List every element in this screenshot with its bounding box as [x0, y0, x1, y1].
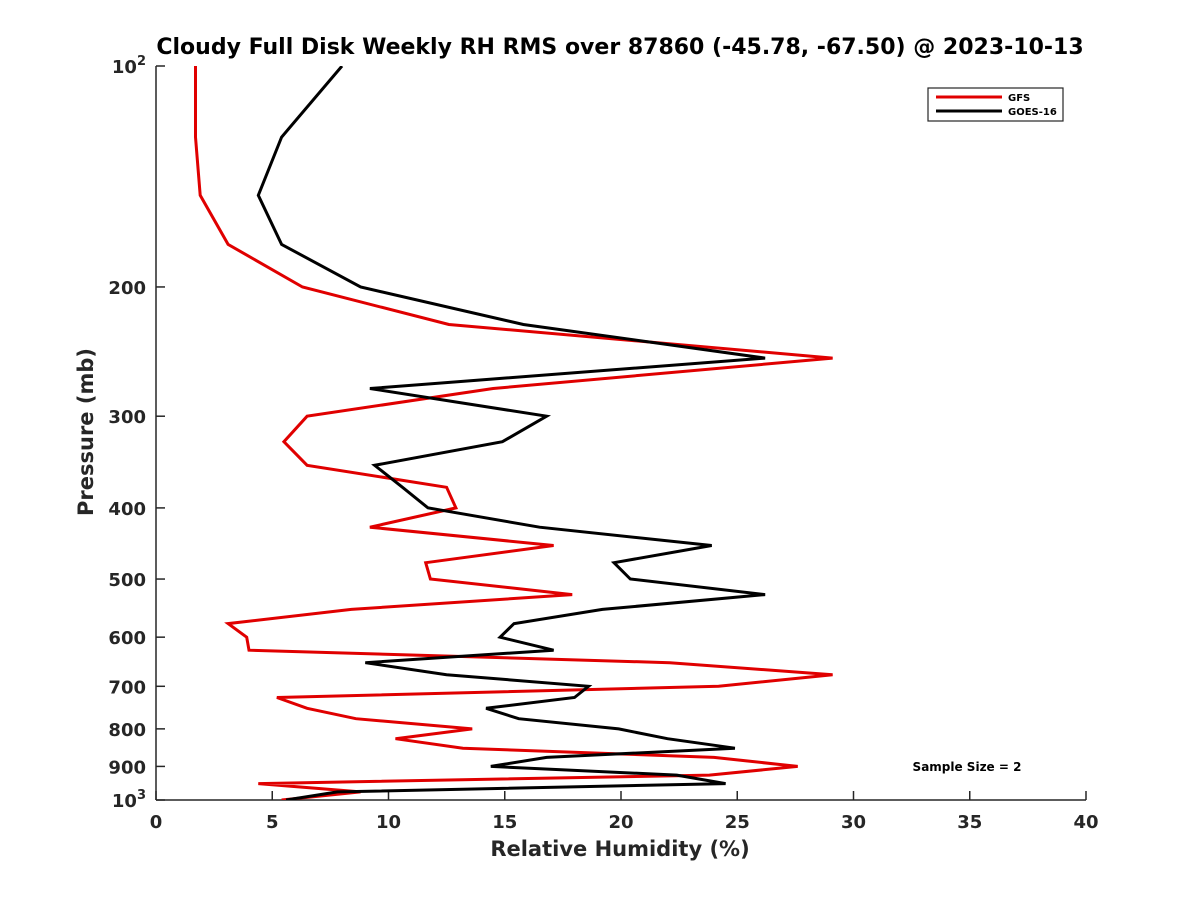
- y-tick-label: 600: [108, 628, 146, 649]
- y-tick-label: 200: [108, 278, 146, 299]
- sample-size-annotation: Sample Size = 2: [913, 760, 1022, 774]
- x-tick-label: 30: [841, 812, 866, 833]
- x-tick-label: 20: [608, 812, 633, 833]
- legend: GFS GOES-16: [927, 87, 1064, 122]
- legend-label: GOES-16: [1008, 107, 1057, 118]
- legend-label: GFS: [1008, 93, 1030, 104]
- plot-axes: 0 5 10 15 20 25 30 35 40 102 200 300 400 500 600 700 800…: [108, 54, 1098, 833]
- x-tick-label: 15: [492, 812, 517, 833]
- x-tick-label: 40: [1073, 812, 1098, 833]
- y-tick-label: 102: [112, 54, 146, 78]
- x-tick-label: 10: [376, 812, 401, 833]
- x-tick-label: 35: [957, 812, 982, 833]
- y-tick-label: 103: [112, 788, 146, 812]
- x-tick-label: 0: [150, 812, 163, 833]
- y-axis-label: Pressure (mb): [74, 348, 98, 516]
- y-tick-label: 500: [108, 570, 146, 591]
- x-tick-label: 5: [266, 812, 279, 833]
- y-tick-label: 900: [108, 757, 146, 778]
- series-layer: [194, 66, 833, 800]
- series-line-goes-16: [256, 66, 766, 800]
- chart-title: Cloudy Full Disk Weekly RH RMS over 8786…: [156, 35, 1083, 60]
- x-axis-label: Relative Humidity (%): [490, 837, 749, 861]
- y-tick-label: 700: [108, 677, 146, 698]
- y-tick-label: 400: [108, 499, 146, 520]
- y-tick-label: 800: [108, 720, 146, 741]
- x-tick-label: 25: [725, 812, 750, 833]
- y-tick-label: 300: [108, 407, 146, 428]
- series-line-gfs: [194, 66, 833, 800]
- legend-box: [927, 87, 1064, 122]
